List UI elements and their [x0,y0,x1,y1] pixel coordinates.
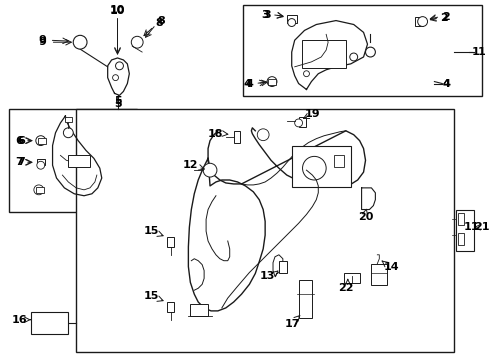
Bar [458,233,464,245]
Text: 10: 10 [110,5,125,15]
Text: 1: 1 [478,47,486,57]
Text: 12: 12 [183,160,198,170]
Text: 7: 7 [17,157,25,167]
Text: 9: 9 [39,37,47,47]
Circle shape [302,156,326,180]
Circle shape [288,19,295,27]
Bar [167,237,173,247]
Circle shape [203,163,217,177]
Text: 8: 8 [155,18,163,27]
Text: 20: 20 [358,212,373,222]
Bar [167,302,173,312]
Bar [292,145,351,187]
Text: 2: 2 [441,13,448,23]
Text: 4: 4 [442,78,450,89]
Circle shape [37,161,45,169]
Bar [65,117,72,122]
Text: 3: 3 [263,10,271,20]
Bar [344,274,360,283]
Text: 13: 13 [259,271,275,282]
Bar [9,109,137,212]
Text: 5: 5 [114,96,122,106]
Text: 4: 4 [245,78,253,89]
Bar [298,280,313,318]
Text: 19: 19 [305,109,320,119]
Text: 8: 8 [157,15,165,26]
Text: 17: 17 [285,319,300,329]
Bar [279,261,287,273]
Circle shape [113,75,119,81]
Bar [298,117,306,127]
Circle shape [116,62,123,70]
Bar [190,304,208,316]
Bar [334,156,344,167]
Text: 6: 6 [15,136,23,146]
Text: 22: 22 [338,283,354,293]
Text: 5: 5 [114,99,122,109]
Bar [301,40,346,68]
Circle shape [350,53,358,61]
Circle shape [34,185,44,195]
Text: 4: 4 [442,78,450,89]
Text: 14: 14 [383,262,399,271]
Bar [36,187,44,193]
Text: 10: 10 [110,6,125,16]
Text: 6: 6 [17,136,25,146]
Bar [415,17,422,27]
Circle shape [257,129,269,141]
Text: 4: 4 [244,78,251,89]
Bar [287,15,296,23]
Bar [268,78,276,85]
Text: 9: 9 [39,35,47,45]
Bar [243,5,482,96]
Circle shape [294,119,302,127]
Text: 7: 7 [15,157,23,167]
Text: 2: 2 [442,12,450,22]
Circle shape [267,77,277,86]
Text: 15: 15 [143,226,159,236]
Bar [38,138,46,144]
Text: 3: 3 [261,10,269,20]
Circle shape [366,47,375,57]
Circle shape [73,35,87,49]
Circle shape [36,136,46,145]
Bar [37,159,45,165]
Bar [31,312,68,333]
Text: 18: 18 [208,129,224,139]
Circle shape [417,17,428,27]
Bar [456,210,474,251]
Text: 16: 16 [11,315,27,325]
Bar [234,131,240,143]
Text: 11: 11 [464,222,480,232]
Circle shape [303,71,309,77]
Text: 1: 1 [472,47,480,57]
Circle shape [63,128,73,138]
Bar [76,109,454,352]
Bar [371,264,387,285]
Bar [68,156,90,167]
Text: 15: 15 [143,291,159,301]
Circle shape [131,36,143,48]
Text: 21: 21 [474,222,490,232]
Bar [458,213,464,225]
